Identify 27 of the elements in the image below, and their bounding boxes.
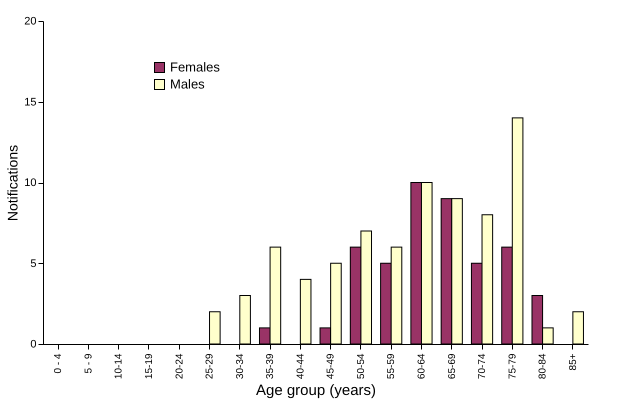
x-tick-label: 25-29: [204, 353, 216, 380]
x-tick-label: 40-44: [295, 353, 306, 380]
y-tick-label: 20: [24, 16, 36, 28]
x-tick-label: 35-39: [265, 353, 276, 380]
x-tick-label: 60-64: [416, 353, 428, 380]
y-tick-label: 5: [30, 258, 36, 270]
legend-label: Males: [170, 76, 206, 92]
x-tick-label: 50-54: [356, 353, 367, 380]
x-tick-label: 0 - 4: [53, 353, 64, 374]
x-tick-label: 30-34: [234, 353, 246, 380]
x-tick-label: 10-14: [114, 353, 125, 380]
y-tick-label: 0: [30, 338, 36, 350]
x-tick-label: 75-79: [507, 353, 518, 380]
y-tick-label: 15: [24, 96, 36, 108]
y-axis-title: Notifications: [4, 144, 20, 222]
x-tick-label: 80-84: [538, 353, 549, 380]
x-tick-label: 45-49: [326, 353, 337, 380]
x-tick-label: 65-69: [446, 353, 458, 380]
y-tick-label: 10: [24, 177, 36, 189]
x-tick-label: 70-74: [477, 353, 488, 380]
x-tick-label: 85+: [568, 353, 579, 370]
x-tick-label: 55-59: [386, 353, 398, 380]
x-tick-label: 5 - 9: [83, 353, 94, 374]
legend-label: Females: [170, 60, 220, 74]
x-axis-title: Age group (years): [256, 382, 376, 400]
x-tick-label: 20-24: [174, 353, 186, 380]
x-tick-label: 15-19: [144, 353, 155, 380]
